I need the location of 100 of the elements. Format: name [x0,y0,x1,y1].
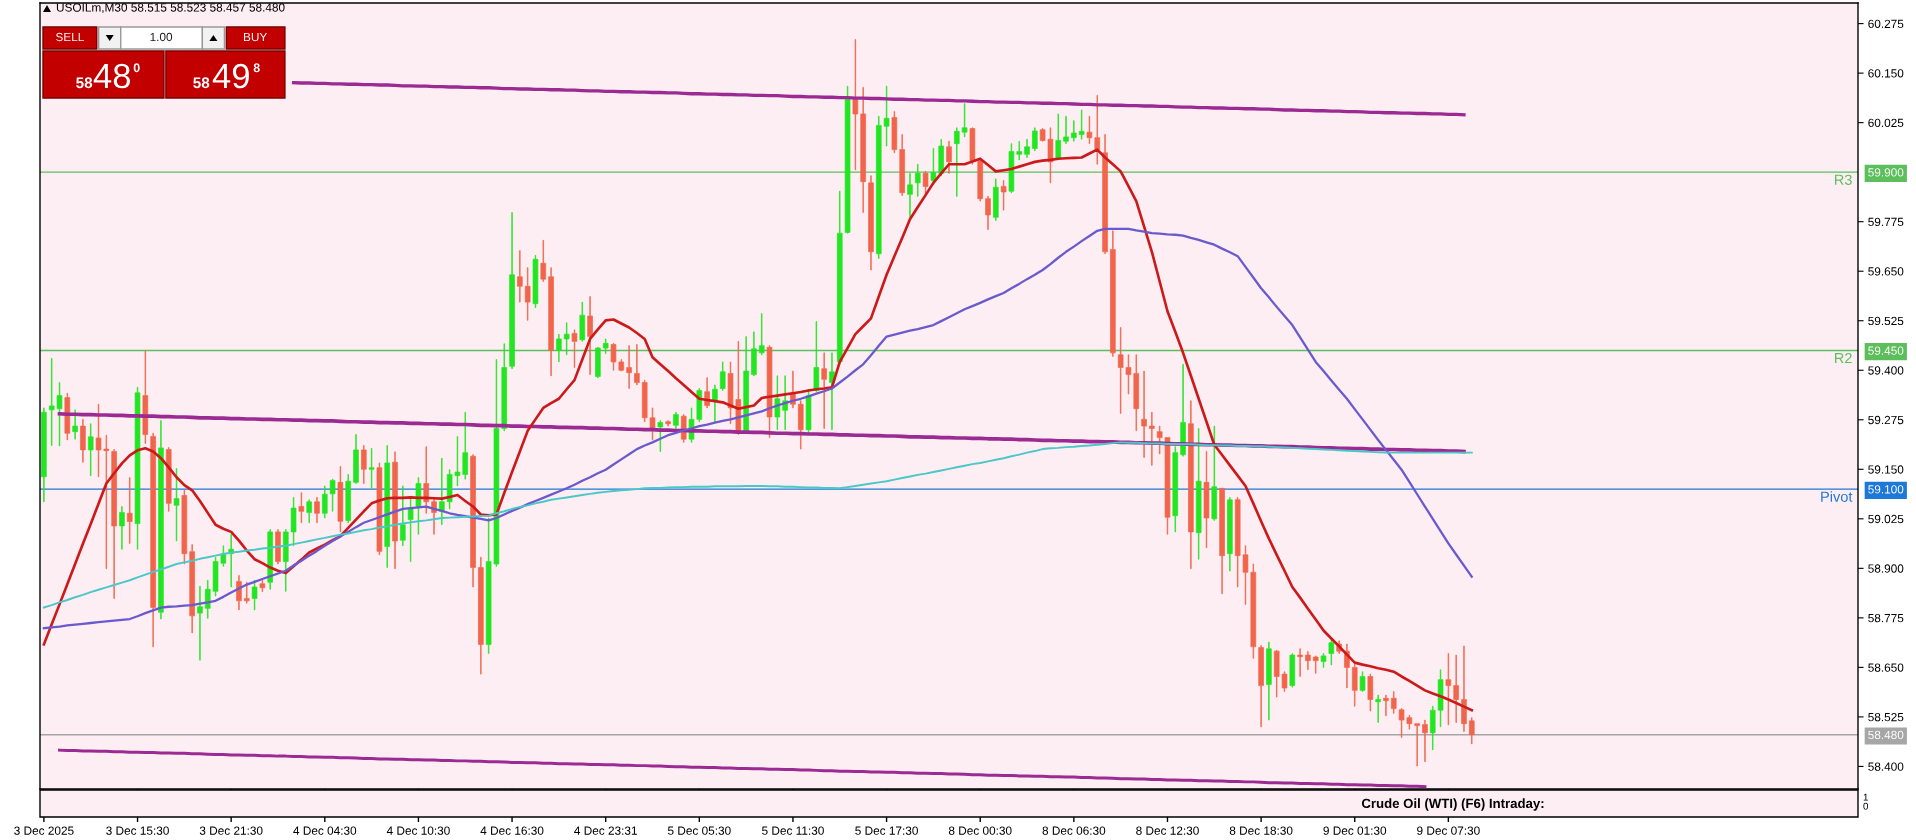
candlestick [837,190,843,365]
candlestick [1383,694,1389,717]
candlestick [1016,140,1022,161]
candlestick [298,492,305,524]
candlestick [985,195,991,230]
y-tick-label: 59.400 [1868,366,1904,375]
candlestick [189,544,195,634]
candlestick [1102,134,1108,255]
line-series [42,227,1473,630]
annotation: SELL [55,32,84,42]
x-tick-label: 8 Dec 00:30 [948,826,1012,835]
candlestick [251,579,258,611]
candlestick [876,115,882,259]
candlestick [891,111,898,154]
candlestick [1312,655,1319,674]
candlestick [556,333,562,363]
candlestick [368,447,375,489]
candlestick [852,39,859,171]
x-tick-label: 9 Dec 07:30 [1417,826,1480,835]
y-tick-label: 59.525 [1868,316,1904,326]
y-tick-label: 59.100 [1868,485,1904,494]
chart-title: USOILm,M30 58.515 58.523 58.457 58.480 [56,3,285,14]
candlestick [1219,487,1225,595]
candlestick [345,474,351,524]
candlestick [977,159,983,202]
candlestick [1469,717,1475,745]
candlestick [673,411,679,429]
x-tick-label: 9 Dec 01:30 [1323,826,1387,835]
candlestick [719,361,726,391]
candlestick [181,489,188,565]
y-tick-label: 58.775 [1868,613,1904,623]
candlestick [1367,673,1374,712]
candlestick [478,556,484,675]
candlestick [337,466,344,533]
candlestick [774,375,781,431]
candlestick [361,445,367,484]
candlestick [1110,230,1116,357]
candlestick [1375,694,1381,723]
y-tick-label: 60.275 [1868,19,1904,28]
candlestick [813,321,820,392]
candlestick [1008,143,1015,194]
candlestick [1032,127,1038,152]
annotation: 1.00 [150,32,173,42]
candlestick [954,127,960,197]
candlestick [322,485,328,519]
x-tick-label: 3 Dec 2025 [14,826,74,835]
x-tick-label: 3 Dec 21:30 [199,826,263,835]
candlestick [407,497,414,562]
candlestick [1063,115,1069,144]
candlestick [197,585,203,661]
annotation: BUY [243,32,268,42]
candlestick [829,352,835,431]
candlestick [961,103,968,138]
y-tick-label: 59.650 [1868,267,1904,276]
annotation: 58 [76,77,93,89]
candlestick [883,85,890,147]
candlestick [1328,639,1335,666]
x-tick-label: 8 Dec 06:30 [1042,826,1106,835]
candlestick [1305,651,1311,671]
candlestick [1390,691,1397,714]
candlestick [532,255,539,308]
candlestick [899,134,905,196]
annotation: 49 [212,63,249,89]
candlestick [1351,663,1358,707]
candlestick [72,409,78,440]
candlestick [1149,411,1155,466]
candlestick [922,171,929,197]
candlestick [524,267,531,321]
candlestick [150,432,156,648]
candlestick [423,446,429,514]
annotation: 48 [93,63,131,89]
candlestick [758,313,765,356]
candlestick [259,579,266,593]
x-tick-label: 5 Dec 05:30 [667,826,731,835]
candlestick [626,345,632,389]
candlestick [579,301,586,342]
candlestick [1266,641,1272,721]
candlestick [1055,113,1061,161]
candlestick [587,296,593,375]
candlestick [290,497,297,547]
text: Crude Oil (WTI) (F6) Intraday: [1361,798,1544,811]
line-series [58,748,1427,789]
line-series [42,441,1473,609]
candlestick [1297,648,1303,677]
candlestick [860,87,866,213]
candlestick [353,434,359,484]
x-tick-label: 8 Dec 18:30 [1229,826,1293,835]
candlestick [470,454,476,588]
x-tick-label: 4 Dec 16:30 [480,826,544,835]
text: 0 [1863,802,1869,810]
candlestick [142,350,149,444]
candlestick [766,345,773,438]
candlestick [119,506,125,550]
candlestick [173,468,180,542]
candlestick [1445,653,1452,726]
candlestick [517,250,523,303]
candlestick [376,462,383,556]
candlestick [1414,723,1420,767]
candlestick [306,499,312,524]
candlestick [400,485,406,547]
